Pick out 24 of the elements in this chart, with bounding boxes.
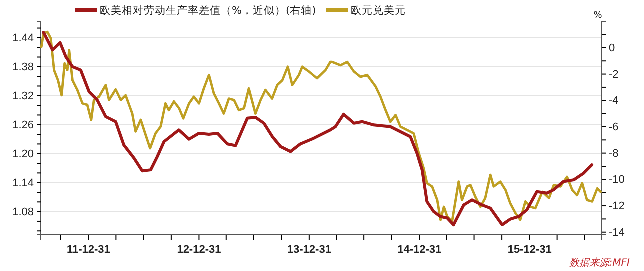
- y2-tick-label: -8: [609, 148, 619, 160]
- y2-tick-label: -10: [609, 174, 625, 186]
- x-tick-label: 12-12-31: [177, 244, 222, 256]
- y2-tick-label: 0: [609, 42, 616, 54]
- y2-tick-label: -6: [609, 122, 619, 134]
- x-tick-label: 11-12-31: [66, 244, 110, 256]
- y-tick-label: 1.20: [12, 148, 34, 160]
- legend-label: 欧元兑美元: [351, 4, 406, 17]
- x-tick-label: 15-12-31: [508, 244, 552, 256]
- legend-label: 欧美相对劳动生产率差值（%，近似）(右轴): [100, 4, 316, 17]
- x-tick-label: 14-12-31: [398, 244, 442, 256]
- y-tick-label: 1.38: [12, 61, 34, 74]
- y-tick-label: 1.14: [12, 177, 34, 190]
- y2-tick-label: -2: [609, 68, 619, 81]
- y-tick-label: 1.44: [12, 32, 34, 44]
- y2-tick-label: -12: [609, 200, 625, 213]
- y2-tick-label: -14: [609, 226, 625, 239]
- x-tick-label: 13-12-31: [287, 244, 332, 256]
- y-tick-label: 1.08: [12, 206, 34, 218]
- y2-axis-title: %: [594, 11, 603, 21]
- source-note: 数据来源:MFI: [569, 257, 630, 269]
- y2-tick-label: -4: [609, 95, 619, 108]
- y-tick-label: 1.26: [12, 119, 34, 132]
- y-tick-label: 1.32: [12, 90, 34, 102]
